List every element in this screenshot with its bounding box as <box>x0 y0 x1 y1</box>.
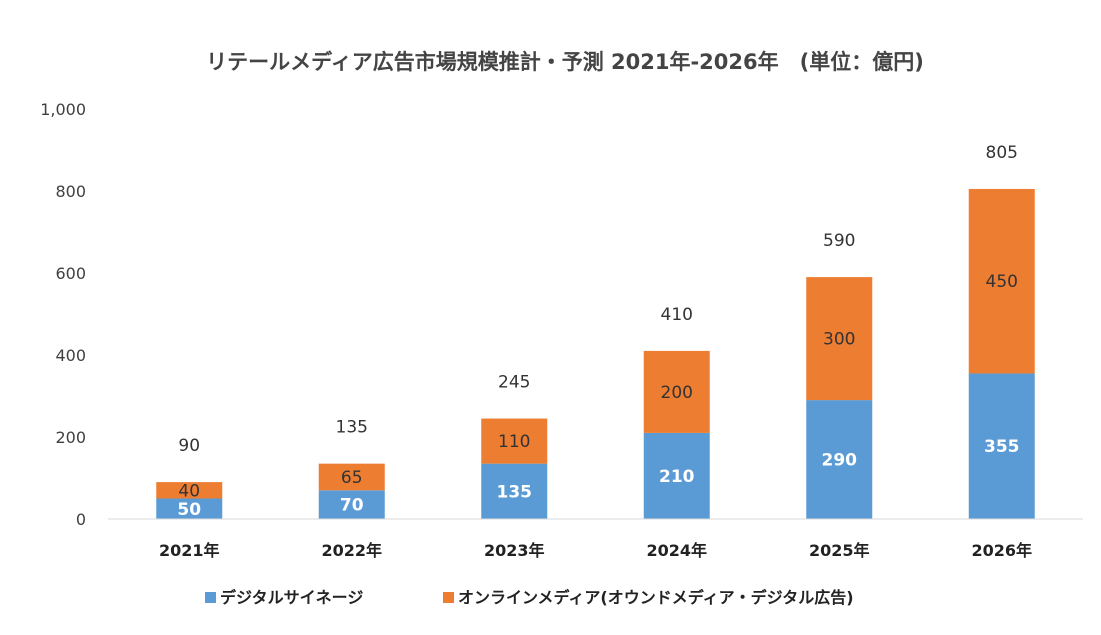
bar-segment <box>318 463 385 491</box>
y-axis: 0 200 400 600 800 1,000 <box>40 100 86 529</box>
x-tick-label: 2022年 <box>321 541 382 560</box>
y-tick-label: 200 <box>55 428 86 447</box>
legend-swatch <box>443 592 454 603</box>
y-tick-label: 0 <box>76 510 86 529</box>
bar-total-label: 590 <box>823 231 855 251</box>
bar-segment-label: 210 <box>659 467 695 487</box>
legend-label: デジタルサイネージ <box>220 588 363 607</box>
x-tick-label: 2025年 <box>809 541 870 560</box>
bar-segment <box>806 277 873 401</box>
bar-segment <box>968 188 1035 374</box>
chart-title: リテールメディア広告市場規模推計・予測 2021年-2026年 (単位：億円) <box>206 50 924 74</box>
y-tick-label: 600 <box>55 264 86 283</box>
bar-segment-label: 355 <box>984 437 1020 457</box>
bar-total-label: 805 <box>986 143 1018 163</box>
bar-segment-label: 110 <box>498 432 530 452</box>
bar-segment <box>481 418 548 464</box>
bar-segment-label: 300 <box>823 330 855 350</box>
x-axis: 2021年 2022年 2023年 2024年 2025年 2026年 <box>159 541 1032 560</box>
bar-total-label: 90 <box>178 436 200 456</box>
bar-segment-label: 70 <box>340 496 364 516</box>
y-tick-label: 800 <box>55 182 86 201</box>
bar-segment-label: 200 <box>661 383 693 403</box>
x-tick-label: 2024年 <box>646 541 707 560</box>
bar-segment-label: 65 <box>341 468 363 488</box>
x-tick-label: 2026年 <box>971 541 1032 560</box>
bar-segment <box>156 498 223 519</box>
bar-segment <box>156 482 223 499</box>
bar-segment-label: 290 <box>822 451 858 471</box>
bar-segment <box>318 490 385 519</box>
legend: デジタルサイネージ オンラインメディア(オウンドメディア・デジタル広告) <box>205 588 854 607</box>
bar-segment <box>806 400 873 519</box>
bar-segment <box>481 463 548 519</box>
legend-label: オンラインメディア(オウンドメディア・デジタル広告) <box>458 588 854 607</box>
bar-total-label: 245 <box>498 373 530 393</box>
bar-total-label: 135 <box>336 418 368 438</box>
bar-segment-label: 135 <box>497 482 533 502</box>
x-tick-label: 2021年 <box>159 541 220 560</box>
legend-swatch <box>205 592 216 603</box>
bar-segment <box>643 350 710 433</box>
bar-segment-label: 450 <box>986 272 1018 292</box>
y-tick-label: 400 <box>55 346 86 365</box>
x-tick-label: 2023年 <box>484 541 545 560</box>
y-tick-label: 1,000 <box>40 100 86 119</box>
bar-total-label: 410 <box>661 305 693 325</box>
bar-segment-label: 40 <box>178 481 200 501</box>
bar-segment-label: 50 <box>177 500 201 520</box>
bar-segment <box>643 432 710 519</box>
bar-segment <box>968 373 1035 519</box>
